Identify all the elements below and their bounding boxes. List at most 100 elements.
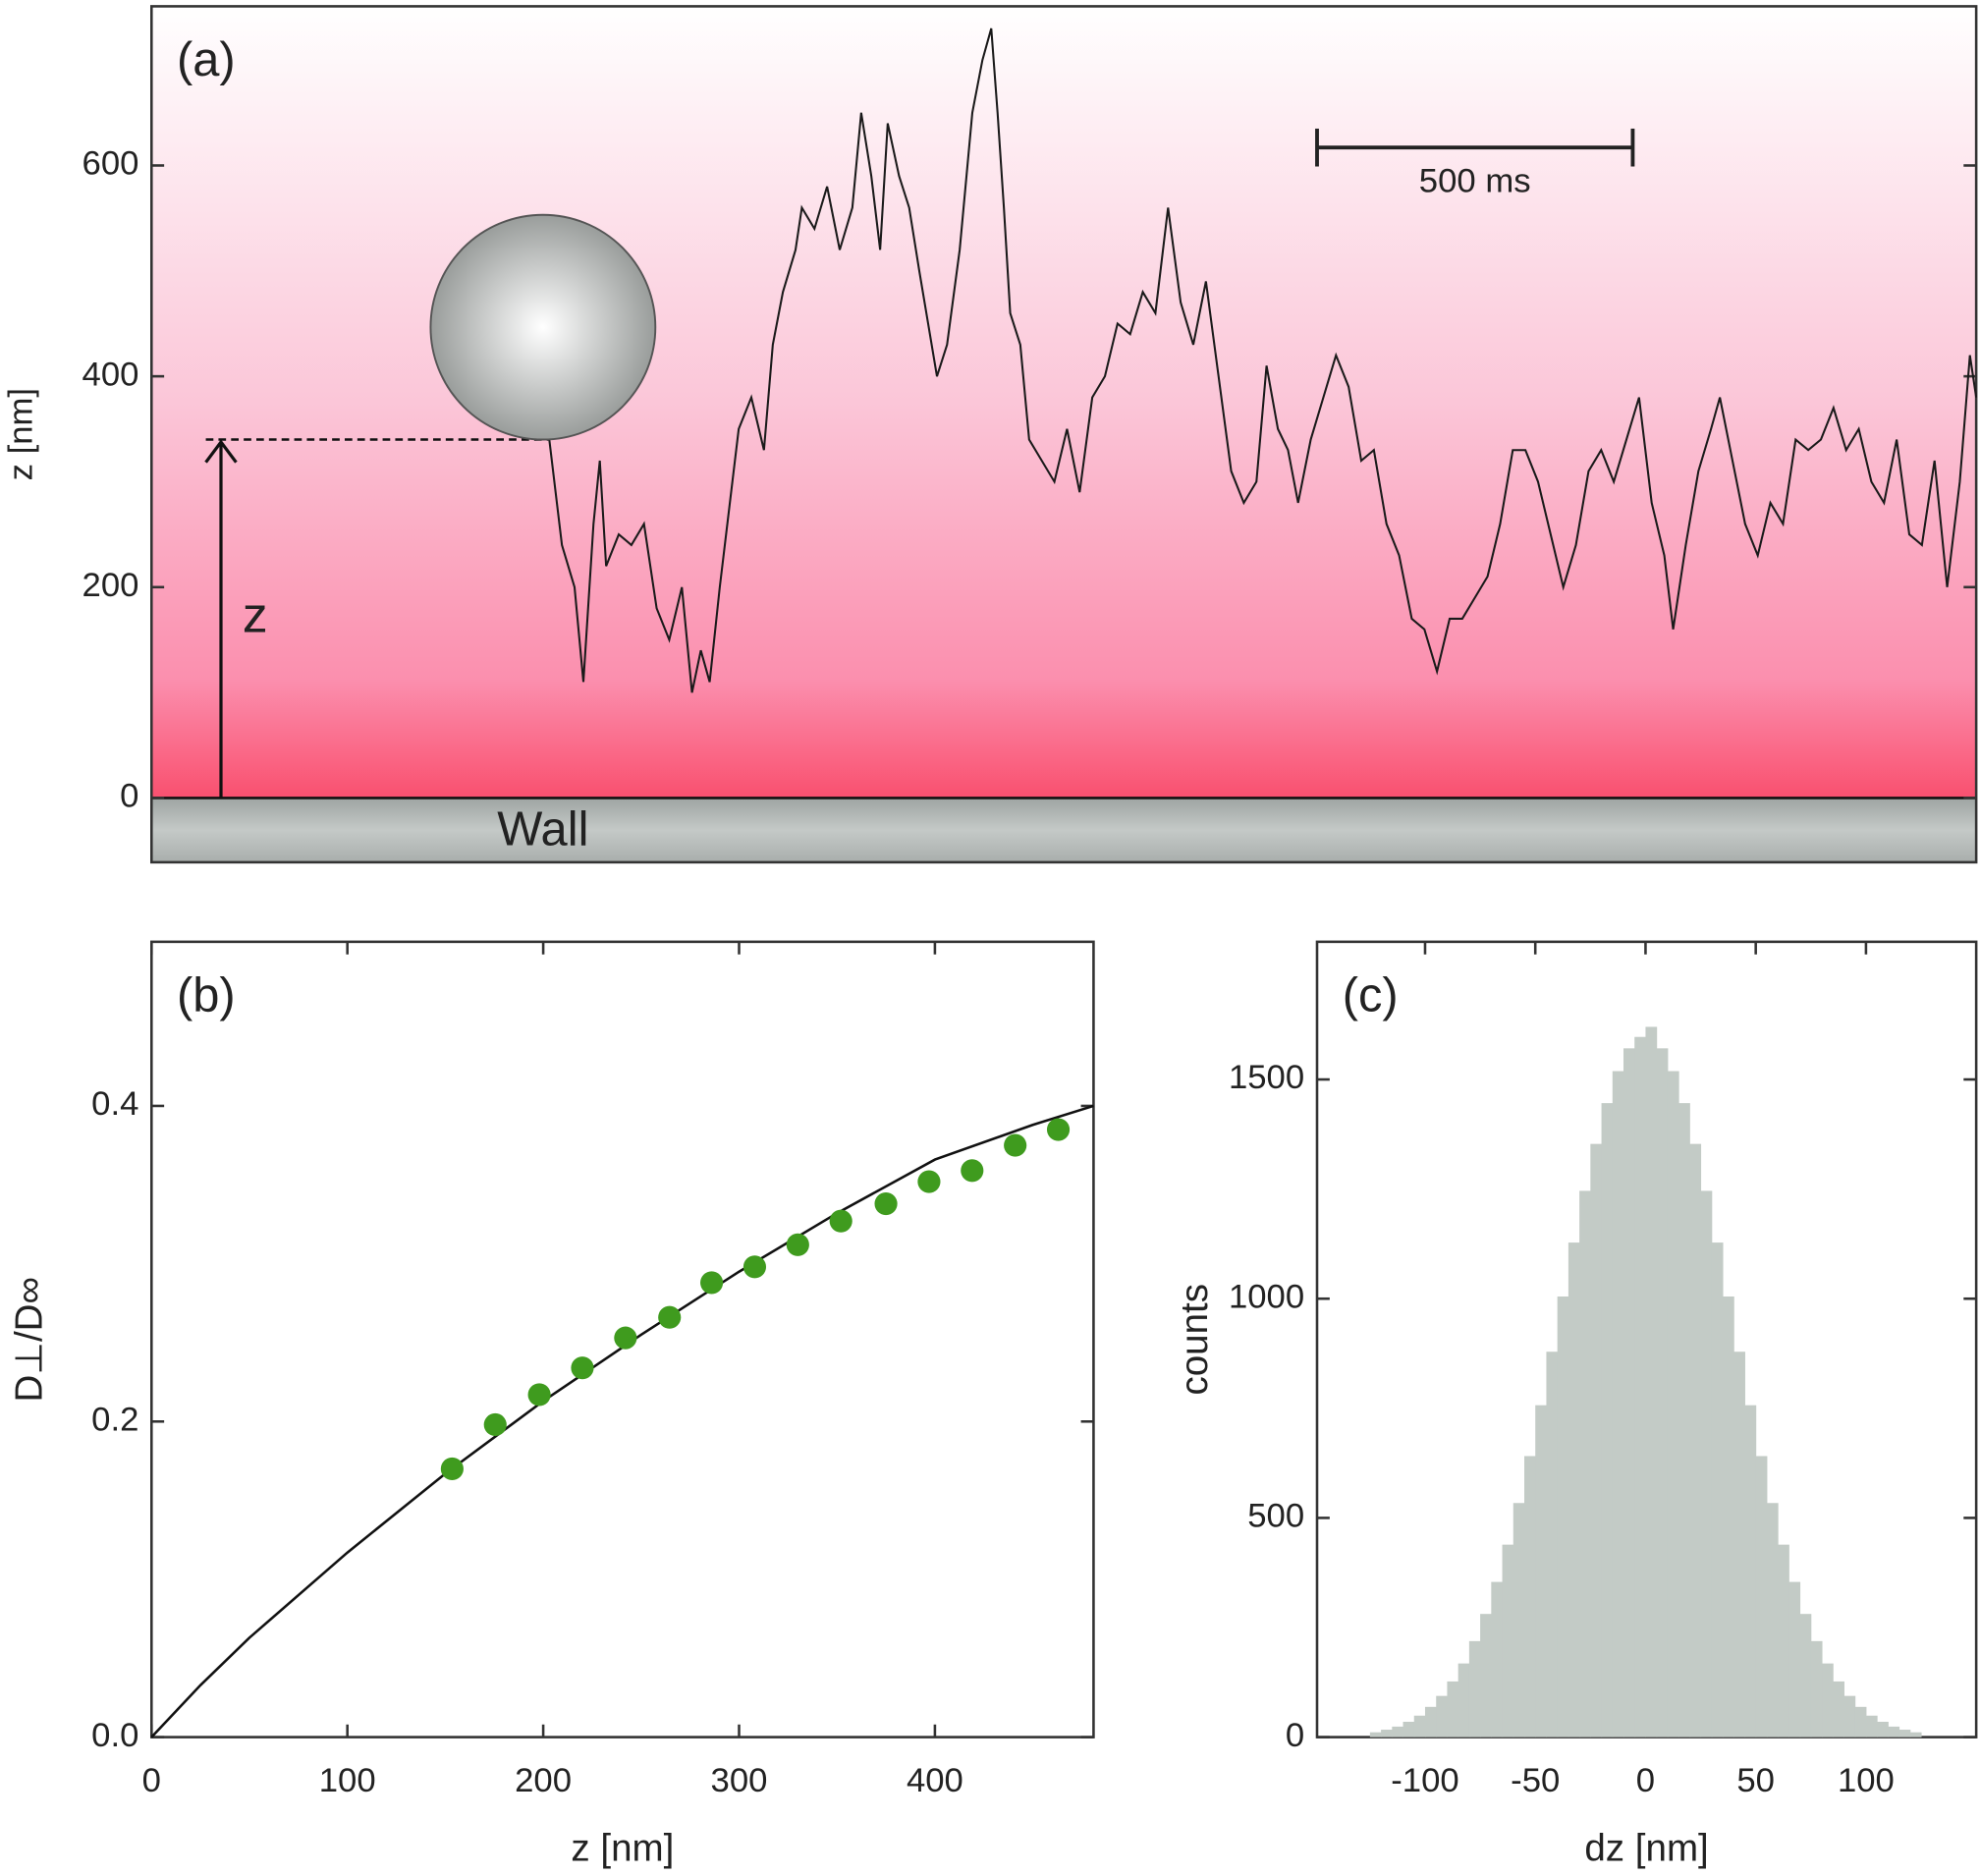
- y-tick-label: 0.0: [91, 1717, 138, 1754]
- point: [917, 1170, 941, 1193]
- bar: [1523, 1456, 1536, 1738]
- panel: 0.0 0.2 0.4 0 100 200 300 400 (b) z [nm] D⊥/D∞: [8, 940, 1095, 1869]
- y-tick-label: 400: [82, 356, 139, 393]
- panel-label: (a): [177, 33, 236, 86]
- point: [874, 1191, 898, 1216]
- point: [742, 1255, 767, 1279]
- bar: [1723, 1296, 1734, 1738]
- bar: [1612, 1071, 1624, 1738]
- point: [658, 1305, 682, 1329]
- bar: [1810, 1640, 1823, 1738]
- x-tick-label: 100: [319, 1762, 376, 1799]
- bar: [1402, 1721, 1415, 1738]
- bar: [1854, 1706, 1867, 1738]
- y-tick-label: 600: [82, 145, 139, 183]
- point: [961, 1159, 984, 1183]
- bar: [1888, 1726, 1900, 1738]
- bar: [1512, 1503, 1525, 1738]
- bar: [1480, 1614, 1492, 1738]
- x-axis-label: dz [nm]: [1584, 1827, 1708, 1869]
- bar: [1381, 1730, 1393, 1738]
- bar: [1369, 1732, 1382, 1738]
- wall: [151, 798, 1977, 862]
- bar: [1667, 1071, 1679, 1738]
- point: [1046, 1118, 1071, 1141]
- panel-label: (c): [1343, 969, 1399, 1022]
- bar: [1601, 1103, 1614, 1738]
- bar: [1645, 1026, 1658, 1738]
- x-tick-label: 100: [1838, 1762, 1895, 1799]
- x-tick-label: -100: [1391, 1762, 1458, 1799]
- point: [786, 1233, 809, 1256]
- y-tick-label: 200: [82, 567, 139, 604]
- bar: [1788, 1581, 1801, 1738]
- bar: [1898, 1730, 1911, 1738]
- x-axis-label: z [nm]: [571, 1827, 674, 1869]
- bar: [1568, 1242, 1580, 1738]
- arrow-head: [204, 439, 238, 464]
- y-axis-label: counts: [1174, 1284, 1216, 1396]
- bar: [1424, 1706, 1437, 1738]
- point: [527, 1383, 551, 1407]
- x-tick-label: 0: [1636, 1762, 1655, 1799]
- bar: [1700, 1190, 1713, 1738]
- panel-label: (b): [177, 969, 236, 1022]
- bar: [1877, 1721, 1889, 1738]
- sphere: [429, 213, 657, 441]
- bar: [1766, 1503, 1779, 1738]
- y-tick-label: 500: [1247, 1498, 1304, 1535]
- x-tick-label: -50: [1511, 1762, 1560, 1799]
- x-tick-label: 400: [907, 1762, 963, 1799]
- bar: [1733, 1352, 1745, 1738]
- bar: [1799, 1614, 1812, 1738]
- bar: [1590, 1143, 1603, 1738]
- bar: [1634, 1036, 1646, 1738]
- bar: [1678, 1103, 1690, 1738]
- bar: [1744, 1405, 1757, 1738]
- bar: [1546, 1352, 1559, 1738]
- bar: [1755, 1456, 1768, 1738]
- bar: [1535, 1405, 1547, 1738]
- bar: [1502, 1544, 1514, 1738]
- background: [151, 6, 1977, 799]
- point: [440, 1457, 464, 1481]
- bar: [1557, 1296, 1569, 1738]
- bar: [1778, 1544, 1789, 1738]
- wall-label: Wall: [497, 803, 588, 856]
- fit-line: [150, 1104, 1094, 1738]
- bar: [1436, 1695, 1448, 1738]
- bar: [1468, 1640, 1481, 1738]
- bar: [1822, 1663, 1834, 1738]
- bar: [1447, 1681, 1459, 1738]
- y-tick-label: 0.2: [91, 1401, 138, 1438]
- bar: [1909, 1732, 1922, 1738]
- point: [1004, 1133, 1027, 1157]
- x-tick-label: 50: [1736, 1762, 1775, 1799]
- plot-frame: [150, 940, 1095, 1738]
- bar: [1865, 1715, 1878, 1738]
- y-axis-label: D⊥/D∞: [8, 1277, 50, 1402]
- point: [829, 1209, 852, 1233]
- point: [571, 1356, 594, 1380]
- x-tick-label: 300: [711, 1762, 768, 1799]
- y-tick-label: 1000: [1229, 1278, 1304, 1315]
- bar: [1392, 1726, 1404, 1738]
- point: [483, 1412, 507, 1437]
- point: [700, 1271, 724, 1295]
- panel: Wall 0 200 400 600 (a) z [nm] 500 ms z: [2, 5, 1978, 864]
- point: [614, 1326, 637, 1350]
- y-tick-label: 0.4: [91, 1085, 138, 1123]
- bar: [1413, 1715, 1426, 1738]
- bar: [1689, 1143, 1702, 1738]
- y-tick-label: 0: [120, 778, 138, 815]
- bar: [1833, 1681, 1844, 1738]
- bar: [1623, 1048, 1635, 1738]
- bar: [1491, 1581, 1504, 1738]
- trace: [548, 28, 1978, 693]
- y-tick-label: 1500: [1229, 1059, 1304, 1096]
- panel: 0 500 1000 1500 -100 -50 0 50 100 (c) dz [nm] count…: [1174, 940, 1978, 1869]
- x-tick-label: 200: [515, 1762, 572, 1799]
- scale-bar-label: 500 ms: [1419, 162, 1531, 199]
- x-tick-label: 0: [142, 1762, 161, 1799]
